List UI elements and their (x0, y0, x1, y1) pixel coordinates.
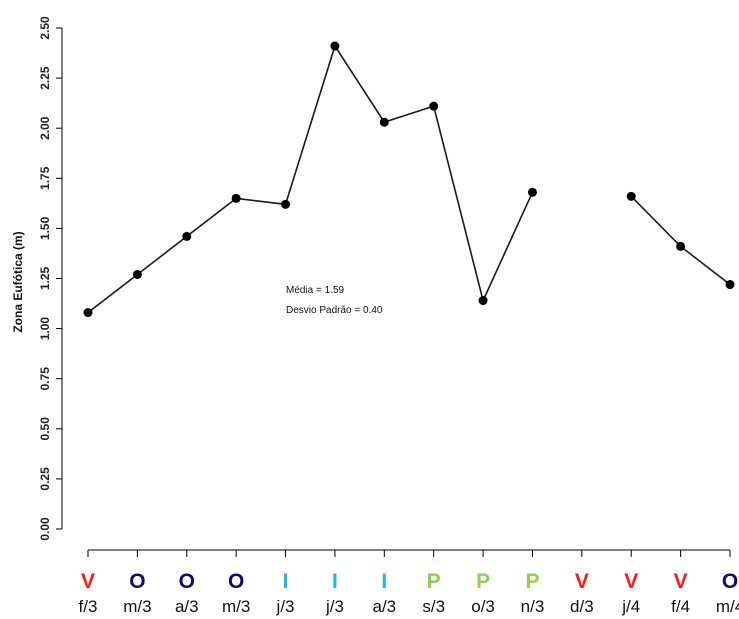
season-label: P (476, 570, 490, 593)
season-label: V (575, 570, 589, 593)
x-tick-label: a/3 (175, 597, 199, 616)
season-label: O (179, 570, 195, 593)
x-tick-label: d/3 (570, 597, 594, 616)
y-axis: 0.00 0.25 0.50 0.75 1.00 1.25 1.50 1.75 2.00 2.25… (38, 16, 63, 541)
sd-annotation: Desvio Padrão = 0.40 (286, 305, 383, 316)
data-point (379, 117, 389, 127)
series-line-segment (630, 195, 731, 286)
y-tick-label: 0.75 (38, 367, 52, 391)
season-label: P (427, 570, 441, 593)
data-point (725, 280, 735, 290)
series-line (87, 44, 731, 314)
y-axis-label: Zona Eufótica (m) (11, 231, 25, 332)
y-tick-label: 1.50 (38, 216, 52, 240)
y-tick-label: 0.50 (38, 417, 52, 441)
y-tick-label: 0.25 (38, 467, 52, 491)
data-point (626, 191, 636, 201)
data-point (527, 187, 537, 197)
x-tick-label: m/4 (716, 597, 739, 616)
x-tick-label: j/4 (621, 597, 640, 616)
season-label: I (283, 570, 289, 593)
season-label: P (525, 570, 539, 593)
data-point (83, 308, 93, 318)
data-point (676, 241, 686, 251)
y-tick-label: 1.25 (38, 266, 52, 290)
x-tick-label: a/3 (372, 597, 396, 616)
season-label: V (81, 570, 95, 593)
y-tick-label: 2.50 (38, 16, 52, 40)
x-tick-label: s/3 (422, 597, 445, 616)
data-point (429, 101, 439, 111)
data-point (231, 193, 241, 203)
series-points (83, 41, 735, 318)
season-label: O (228, 570, 244, 593)
data-point (478, 296, 488, 306)
season-label: I (381, 570, 387, 593)
x-tick-label: j/3 (276, 597, 295, 616)
x-tick-label: n/3 (521, 597, 545, 616)
mean-annotation: Média = 1.59 (286, 285, 345, 296)
x-tick-label: j/3 (325, 597, 344, 616)
x-tick-label: o/3 (471, 597, 495, 616)
y-tick-label: 2.00 (38, 116, 52, 140)
data-point (330, 41, 340, 51)
series-line-segment (87, 44, 534, 314)
data-point (281, 199, 291, 209)
season-label: V (624, 570, 638, 593)
x-tick-label: f/4 (671, 597, 690, 616)
x-tick-label: f/3 (79, 597, 98, 616)
y-tick-label: 1.00 (38, 317, 52, 341)
season-label: I (332, 570, 338, 593)
x-axis: Vf/3 Om/3 Oa/3 Om/3 Ij/3 Ij/3 Ia/3 Ps/3 Po/3 Pn/3… (79, 549, 739, 616)
season-label: V (674, 570, 688, 593)
y-tick-label: 2.25 (38, 66, 52, 90)
x-tick-label: m/3 (123, 597, 151, 616)
season-label: O (129, 570, 145, 593)
x-tick-label: m/3 (222, 597, 250, 616)
data-point (182, 231, 192, 241)
season-label: O (722, 570, 738, 593)
y-tick-label: 0.00 (38, 517, 52, 541)
data-point (132, 269, 142, 279)
y-tick-label: 1.75 (38, 166, 52, 190)
